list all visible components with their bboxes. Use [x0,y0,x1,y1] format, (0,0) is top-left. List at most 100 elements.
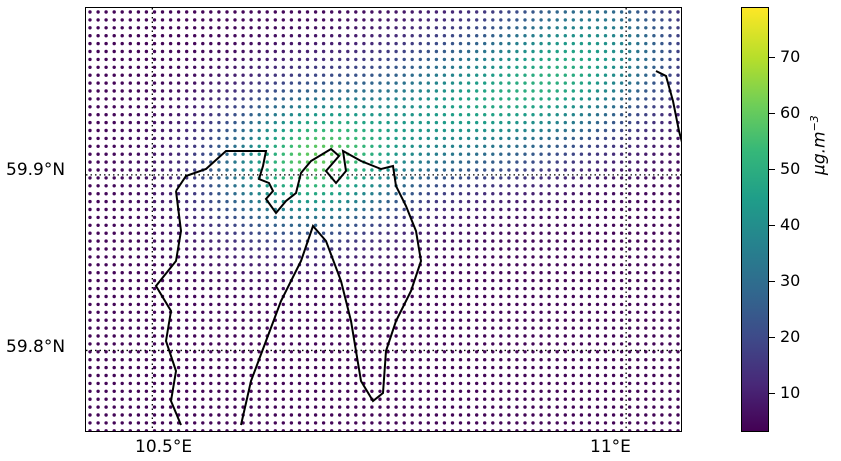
concentration-point-2438 [652,263,656,267]
concentration-point-1119 [160,128,165,133]
concentration-point-2407 [402,263,406,267]
concentration-point-2584 [636,278,640,283]
concentration-point-2664 [88,294,92,299]
concentration-point-2812 [88,310,92,314]
concentration-point-3965 [434,429,439,431]
concentration-point-2142 [652,231,656,235]
concentration-point-848 [362,97,366,101]
concentration-point-1757 [531,192,535,196]
concentration-point-1526 [458,168,463,172]
concentration-point-767 [305,89,310,93]
concentration-point-1153 [434,128,439,133]
concentration-point-3462 [555,373,559,378]
concentration-point-2665 [96,294,100,299]
concentration-point-1678 [491,184,495,188]
concentration-point-1556 [104,176,108,180]
concentration-point-2933 [466,318,471,322]
concentration-point-3513 [370,381,374,386]
concentration-point-998 [378,113,382,117]
concentration-point-1451 [450,160,455,164]
concentration-point-2100 [313,231,318,235]
concentration-point-3292 [378,358,382,362]
concentration-point-352 [539,41,543,46]
concentration-point-1137 [305,128,310,133]
concentration-point-2405 [386,263,390,267]
concentration-point-3799 [289,413,294,417]
concentration-point-2982 [265,326,269,330]
concentration-point-2640 [491,286,495,291]
concentration-point-2436 [636,263,640,267]
concentration-point-620 [313,73,318,77]
concentration-point-3592 [410,389,414,393]
concentration-point-2784 [458,302,463,307]
concentration-point-2158 [185,239,189,243]
concentration-point-971 [160,113,165,117]
concentration-point-128 [523,18,527,22]
concentration-point-1637 [160,184,165,188]
concentration-point-766 [297,89,302,93]
concentration-point-212 [603,26,608,30]
concentration-point-2484 [426,271,430,275]
concentration-point-1017 [531,113,535,117]
concentration-point-1097 [579,120,584,125]
concentration-point-280 [555,34,559,38]
concentration-point-103 [321,18,326,22]
concentration-point-1106 [652,120,656,125]
concentration-point-2344 [491,255,495,259]
concentration-point-2230 [168,247,173,251]
concentration-point-1779 [112,199,116,204]
concentration-point-230 [152,34,157,38]
concentration-point-1302 [442,144,447,148]
concentration-point-1171 [579,128,584,133]
concentration-point-2943 [547,318,551,322]
concentration-point-2617 [305,286,310,291]
concentration-point-3748 [475,405,479,409]
concentration-point-582 [603,65,608,69]
concentration-point-3874 [297,421,302,425]
concentration-point-3463 [563,373,567,378]
concentration-point-3978 [539,429,543,431]
concentration-point-181 [354,26,358,30]
concentration-point-1063 [305,120,310,125]
concentration-point-232 [168,34,173,38]
concentration-point-46 [458,10,463,14]
concentration-point-1221 [386,136,390,141]
concentration-point-2010 [185,223,189,227]
concentration-point-2519 [112,278,116,283]
concentration-point-210 [587,26,592,30]
concentration-point-3105 [660,334,664,338]
concentration-point-317 [257,41,261,46]
concentration-point-497 [515,57,519,62]
concentration-point-604 [185,73,189,77]
concentration-point-1529 [483,168,487,172]
concentration-point-2722 [555,294,559,299]
concentration-point-2448 [136,271,141,275]
concentration-point-3570 [233,389,237,393]
concentration-point-2983 [273,326,277,330]
map-panel[interactable] [85,7,682,432]
concentration-point-944 [539,105,543,109]
concentration-point-687 [257,81,261,85]
concentration-point-1752 [491,192,495,196]
concentration-point-1009 [466,113,471,117]
concentration-point-3306 [491,358,495,362]
concentration-point-1322 [603,144,608,148]
concentration-point-1697 [644,184,648,188]
concentration-point-3712 [185,405,189,409]
concentration-point-3124 [217,342,221,346]
concentration-point-2176 [330,239,334,243]
concentration-point-2627 [386,286,390,291]
concentration-point-1128 [233,128,237,133]
concentration-point-702 [378,81,382,85]
concentration-point-1622 [636,176,640,180]
concentration-point-1675 [466,184,471,188]
concentration-point-490 [458,57,463,62]
concentration-point-668 [104,81,108,85]
concentration-point-3824 [491,413,495,417]
concentration-point-266 [442,34,447,38]
concentration-point-3067 [354,334,358,338]
concentration-point-1264 [136,144,141,148]
concentration-point-3159 [499,342,503,346]
concentration-point-3943 [257,429,261,431]
concentration-point-918 [330,105,334,109]
